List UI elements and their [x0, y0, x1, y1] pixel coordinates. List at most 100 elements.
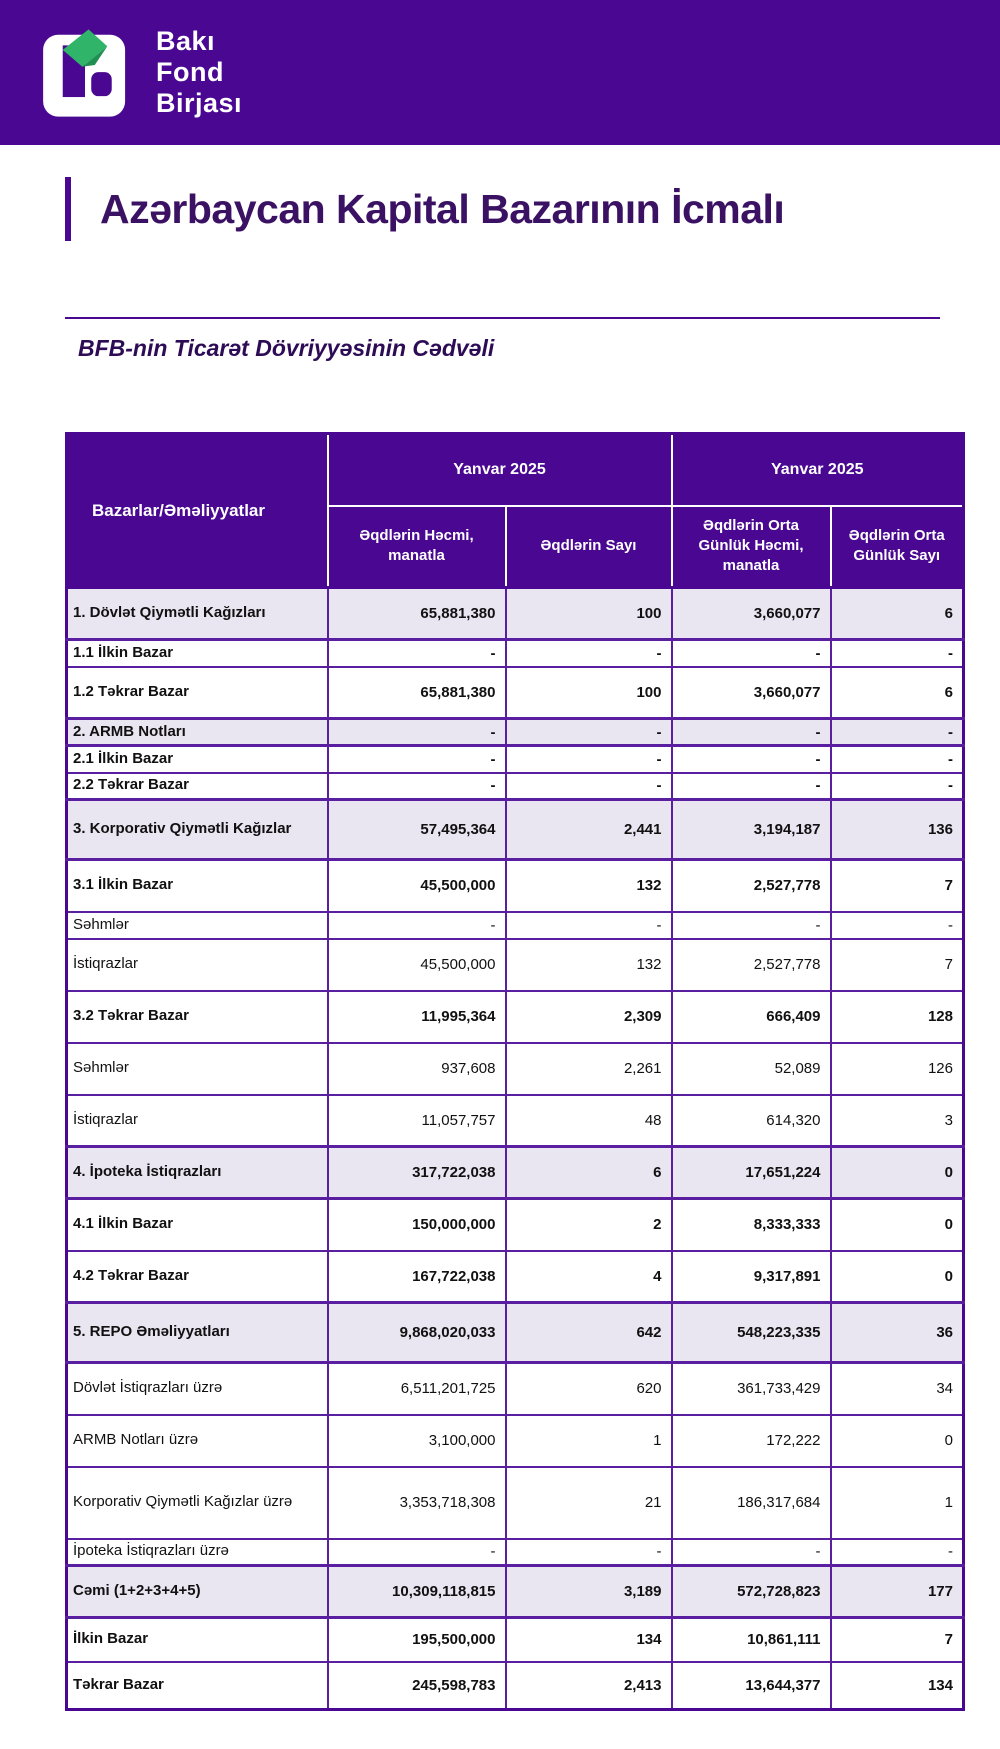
table-row: Korporativ Qiymətli Kağızlar üzrə 3,353,7…: [65, 1465, 965, 1540]
column-header-avg-daily-count: Əqdlərin Orta Günlük Sayı: [829, 504, 965, 589]
cell-value: 10,861,111: [670, 1616, 832, 1663]
table-row: İstiqrazlar 45,500,000 132 2,527,778 7: [65, 937, 965, 992]
column-header-avg-daily-volume: Əqdlərin Orta Günlük Həcmi, manatla: [670, 504, 832, 589]
cell-value: 2,309: [504, 989, 673, 1044]
cell-value: 100: [504, 586, 673, 641]
divider-line: [65, 317, 940, 319]
cell-value: 126: [829, 1041, 965, 1096]
cell-value: -: [504, 910, 673, 940]
cell-value: -: [670, 638, 832, 668]
row-label: 3.1 İlkin Bazar: [65, 858, 329, 913]
title-block: Azərbaycan Kapital Bazarının İcmalı: [65, 177, 960, 241]
cell-value: 7: [829, 1616, 965, 1663]
column-header-deal-volume: Əqdlərin Həcmi, manatla: [326, 504, 507, 589]
row-label: 4.1 İlkin Bazar: [65, 1197, 329, 1252]
table-row: 2.1 İlkin Bazar - - - -: [65, 744, 965, 774]
row-label: İstiqrazlar: [65, 1093, 329, 1148]
table-row: İstiqrazlar 11,057,757 48 614,320 3: [65, 1093, 965, 1148]
cell-value: 7: [829, 858, 965, 913]
cell-value: 9,317,891: [670, 1249, 832, 1304]
cell-value: -: [326, 638, 507, 668]
row-label: Korporativ Qiymətli Kağızlar üzrə: [65, 1465, 329, 1540]
table-row: İlkin Bazar 195,500,000 134 10,861,111 7: [65, 1616, 965, 1663]
brand-line-3: Birjası: [156, 87, 243, 118]
row-label: 2. ARMB Notları: [65, 717, 329, 747]
row-label: 1.2 Təkrar Bazar: [65, 665, 329, 720]
cell-value: 172,222: [670, 1413, 832, 1468]
cell-value: 132: [504, 937, 673, 992]
cell-value: 8,333,333: [670, 1197, 832, 1252]
column-header-markets-operations: Bazarlar/Əməliyyatlar: [65, 432, 329, 589]
cell-value: 3: [829, 1093, 965, 1148]
cell-value: 34: [829, 1361, 965, 1416]
row-label: ARMB Notları üzrə: [65, 1413, 329, 1468]
cell-value: 100: [504, 665, 673, 720]
row-label: 2.1 İlkin Bazar: [65, 744, 329, 774]
cell-value: 620: [504, 1361, 673, 1416]
cell-value: 132: [504, 858, 673, 913]
cell-value: 11,995,364: [326, 989, 507, 1044]
cell-value: -: [326, 1537, 507, 1567]
cell-value: -: [670, 717, 832, 747]
period-header-right: Yanvar 2025: [670, 432, 965, 507]
cell-value: 3,100,000: [326, 1413, 507, 1468]
cell-value: 36: [829, 1301, 965, 1364]
row-label: 1. Dövlət Qiymətli Kağızları: [65, 586, 329, 641]
cell-value: 10,309,118,815: [326, 1564, 507, 1619]
cell-value: 3,194,187: [670, 798, 832, 861]
table-row: 5. REPO Əməliyyatları 9,868,020,033 642 548…: [65, 1301, 965, 1364]
page-title: Azərbaycan Kapital Bazarının İcmalı: [100, 185, 785, 232]
cell-value: 65,881,380: [326, 586, 507, 641]
cell-value: -: [829, 771, 965, 801]
table-row: 1.1 İlkin Bazar - - - -: [65, 638, 965, 668]
cell-value: 57,495,364: [326, 798, 507, 861]
cell-value: 614,320: [670, 1093, 832, 1148]
table-row: Cəmi (1+2+3+4+5) 10,309,118,815 3,189 572,7…: [65, 1564, 965, 1619]
cell-value: 245,598,783: [326, 1660, 507, 1711]
trading-turnover-table: Bazarlar/Əməliyyatlar Yanvar 2025 Yanvar…: [65, 432, 965, 1711]
row-label: 1.1 İlkin Bazar: [65, 638, 329, 668]
brand-banner: Bakı Fond Birjası: [0, 0, 1000, 145]
table-row: 3.1 İlkin Bazar 45,500,000 132 2,527,778 7: [65, 858, 965, 913]
table-row: 4.1 İlkin Bazar 150,000,000 2 8,333,333 0: [65, 1197, 965, 1252]
column-header-row: Əqdlərin Həcmi, manatla Əqdlərin Sayı Əq…: [67, 504, 965, 589]
table-row: ARMB Notları üzrə 3,100,000 1 172,222 0: [65, 1413, 965, 1468]
row-label: Səhmlər: [65, 1041, 329, 1096]
cell-value: 2,413: [504, 1660, 673, 1711]
cell-value: 45,500,000: [326, 937, 507, 992]
cell-value: 2,261: [504, 1041, 673, 1096]
row-label: İpoteka İstiqrazları üzrə: [65, 1537, 329, 1567]
cell-value: 128: [829, 989, 965, 1044]
table-row: Təkrar Bazar 245,598,783 2,413 13,644,377 13…: [65, 1660, 965, 1711]
cell-value: 6: [829, 665, 965, 720]
table-row: Dövlət İstiqrazları üzrə 6,511,201,725 620…: [65, 1361, 965, 1416]
cell-value: -: [670, 744, 832, 774]
row-label: İlkin Bazar: [65, 1616, 329, 1663]
table-row: Səhmlər - - - -: [65, 910, 965, 940]
cell-value: 136: [829, 798, 965, 861]
cell-value: -: [504, 1537, 673, 1567]
cell-value: 6: [504, 1145, 673, 1200]
cell-value: 548,223,335: [670, 1301, 832, 1364]
cell-value: 3,353,718,308: [326, 1465, 507, 1540]
row-label: 2.2 Təkrar Bazar: [65, 771, 329, 801]
cell-value: 7: [829, 937, 965, 992]
table-row: 4.2 Təkrar Bazar 167,722,038 4 9,317,891 0: [65, 1249, 965, 1304]
cell-value: 2,441: [504, 798, 673, 861]
cell-value: 48: [504, 1093, 673, 1148]
cell-value: 186,317,684: [670, 1465, 832, 1540]
cell-value: -: [326, 717, 507, 747]
table-row: 1.2 Təkrar Bazar 65,881,380 100 3,660,077 6: [65, 665, 965, 720]
cell-value: 52,089: [670, 1041, 832, 1096]
cell-value: 1: [829, 1465, 965, 1540]
cell-value: -: [326, 910, 507, 940]
cell-value: 17,651,224: [670, 1145, 832, 1200]
row-label: 4.2 Təkrar Bazar: [65, 1249, 329, 1304]
cell-value: 361,733,429: [670, 1361, 832, 1416]
cell-value: 2: [504, 1197, 673, 1252]
cell-value: 13,644,377: [670, 1660, 832, 1711]
row-label: Təkrar Bazar: [65, 1660, 329, 1711]
cell-value: 134: [504, 1616, 673, 1663]
cell-value: 3,660,077: [670, 586, 832, 641]
period-header-row: Bazarlar/Əməliyyatlar Yanvar 2025 Yanvar…: [65, 432, 965, 589]
